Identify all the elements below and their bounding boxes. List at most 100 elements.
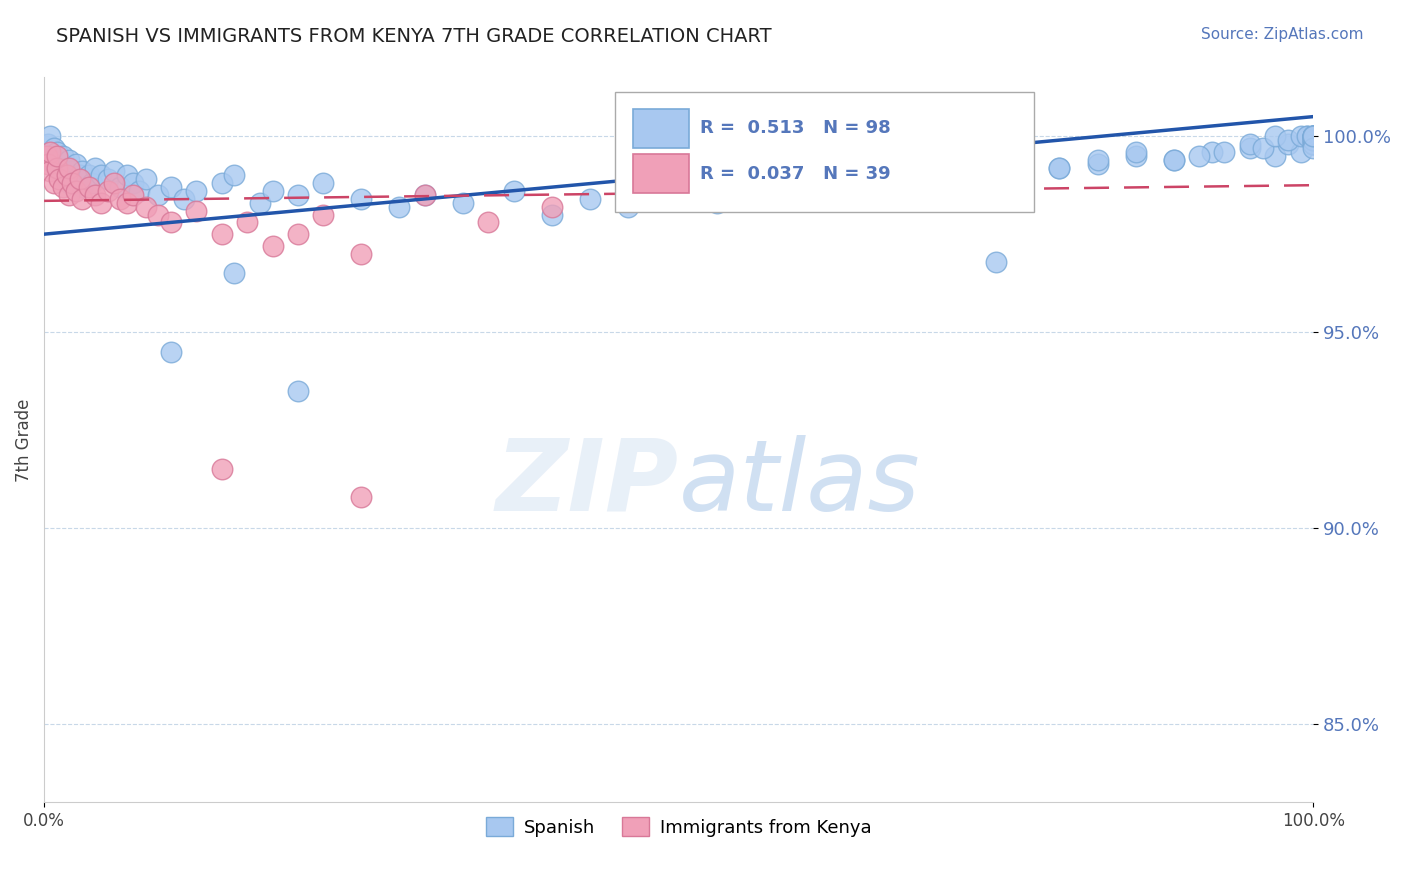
- Point: [52, 149, 75, 163]
- Point: [115, 169, 138, 183]
- Point: [173, 192, 195, 206]
- Point: [1289, 145, 1312, 159]
- Point: [56, 169, 79, 183]
- Point: [44, 176, 66, 190]
- Point: [1302, 129, 1324, 144]
- Point: [312, 208, 335, 222]
- Point: [58, 153, 80, 167]
- Point: [820, 176, 842, 190]
- Point: [58, 176, 80, 190]
- Point: [103, 176, 125, 190]
- Point: [870, 188, 893, 202]
- Point: [350, 192, 373, 206]
- Point: [1125, 149, 1147, 163]
- Point: [350, 490, 373, 504]
- Point: [1302, 129, 1324, 144]
- Point: [1302, 129, 1324, 144]
- Point: [413, 188, 436, 202]
- Point: [413, 188, 436, 202]
- Point: [110, 192, 132, 206]
- Point: [540, 208, 562, 222]
- Point: [706, 195, 728, 210]
- Point: [477, 215, 499, 229]
- Point: [45, 145, 67, 159]
- Point: [312, 176, 335, 190]
- Point: [110, 180, 132, 194]
- Point: [97, 172, 120, 186]
- Point: [668, 184, 690, 198]
- Y-axis label: 7th Grade: 7th Grade: [15, 398, 32, 482]
- Point: [39, 129, 62, 144]
- Point: [211, 176, 233, 190]
- Point: [1302, 136, 1324, 151]
- Point: [1302, 129, 1324, 144]
- Point: [1213, 145, 1236, 159]
- Point: [65, 184, 87, 198]
- Point: [262, 184, 284, 198]
- Point: [148, 188, 170, 202]
- Point: [1302, 141, 1324, 155]
- Point: [45, 161, 67, 175]
- Point: [211, 462, 233, 476]
- Point: [186, 184, 208, 198]
- Point: [44, 141, 66, 155]
- Point: [1163, 153, 1185, 167]
- Point: [83, 161, 105, 175]
- Point: [45, 161, 67, 175]
- Text: atlas: atlas: [679, 434, 921, 532]
- Point: [44, 156, 66, 170]
- Point: [70, 180, 93, 194]
- Point: [224, 169, 246, 183]
- Point: [1163, 153, 1185, 167]
- Point: [97, 184, 120, 198]
- Point: [1302, 129, 1324, 144]
- Point: [1296, 129, 1319, 144]
- Point: [224, 266, 246, 280]
- FancyBboxPatch shape: [633, 154, 689, 194]
- Point: [90, 169, 112, 183]
- Point: [58, 161, 80, 175]
- Point: [1264, 149, 1286, 163]
- Point: [45, 149, 67, 163]
- Point: [249, 195, 271, 210]
- Point: [540, 200, 562, 214]
- Point: [1125, 145, 1147, 159]
- Text: ZIP: ZIP: [496, 434, 679, 532]
- Text: Source: ZipAtlas.com: Source: ZipAtlas.com: [1201, 27, 1364, 42]
- Point: [148, 208, 170, 222]
- Point: [1277, 133, 1299, 147]
- Point: [1049, 161, 1071, 175]
- Point: [48, 153, 70, 167]
- Point: [1087, 153, 1109, 167]
- Text: SPANISH VS IMMIGRANTS FROM KENYA 7TH GRADE CORRELATION CHART: SPANISH VS IMMIGRANTS FROM KENYA 7TH GRA…: [56, 27, 772, 45]
- Point: [1302, 136, 1324, 151]
- Point: [287, 227, 309, 242]
- Point: [35, 149, 58, 163]
- Point: [388, 200, 411, 214]
- Point: [135, 172, 157, 186]
- Point: [160, 344, 183, 359]
- Point: [128, 184, 150, 198]
- Point: [82, 176, 104, 190]
- Point: [1296, 129, 1319, 144]
- Point: [1049, 161, 1071, 175]
- Point: [287, 188, 309, 202]
- Point: [997, 164, 1019, 178]
- Point: [1302, 133, 1324, 147]
- Point: [1302, 133, 1324, 147]
- Point: [70, 164, 93, 178]
- Point: [1251, 141, 1274, 155]
- Point: [77, 180, 100, 194]
- Point: [1277, 136, 1299, 151]
- Point: [186, 203, 208, 218]
- Point: [579, 192, 602, 206]
- Point: [135, 200, 157, 214]
- Point: [1302, 136, 1324, 151]
- Point: [39, 149, 62, 163]
- Point: [921, 176, 943, 190]
- Point: [52, 169, 75, 183]
- Point: [756, 188, 779, 202]
- Point: [52, 180, 75, 194]
- Point: [58, 188, 80, 202]
- Point: [1302, 133, 1324, 147]
